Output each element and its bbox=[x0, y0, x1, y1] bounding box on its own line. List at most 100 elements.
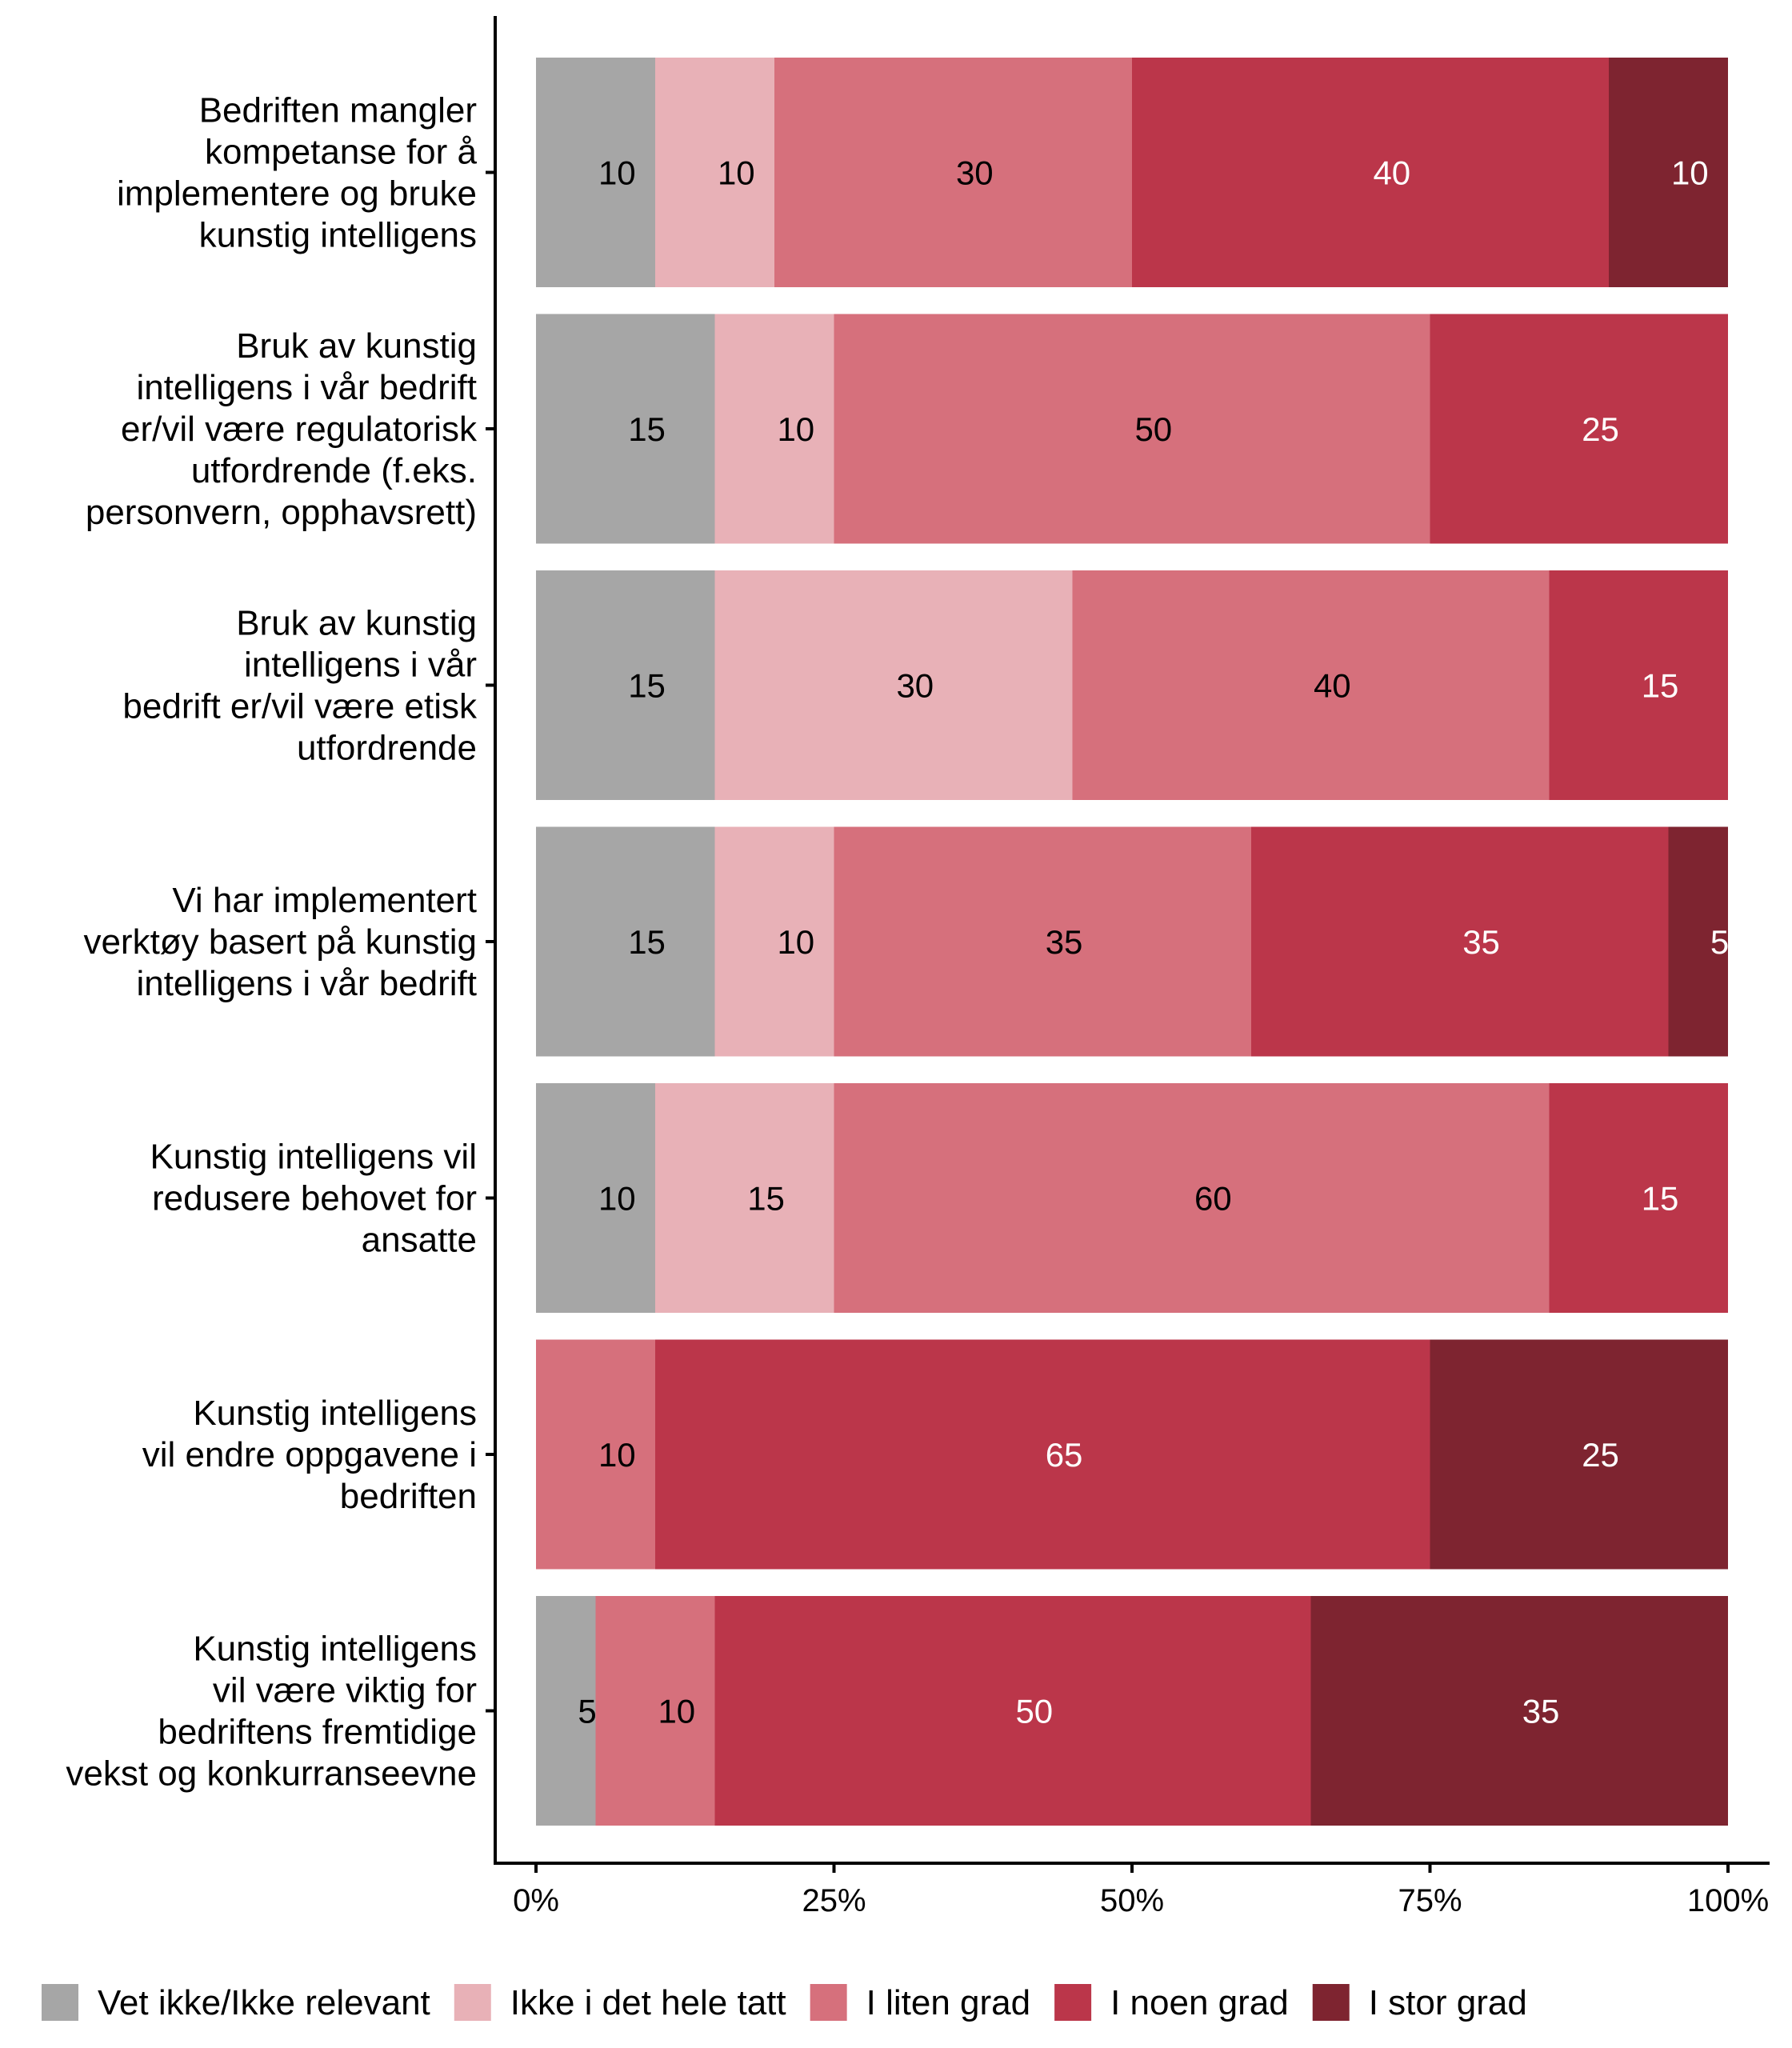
category-label-line: intelligens i vår bbox=[244, 646, 477, 685]
x-tick-label: 75% bbox=[1398, 1883, 1462, 1918]
bar-segment bbox=[1251, 826, 1669, 1057]
bar-segment bbox=[714, 1596, 1311, 1826]
bar-value-label: 65 bbox=[1046, 1436, 1083, 1474]
bar-segment bbox=[714, 570, 1073, 800]
category-label-line: er/vil være regulatorisk bbox=[121, 410, 478, 449]
legend-swatch bbox=[454, 1984, 491, 2021]
bar-segment bbox=[1549, 1083, 1728, 1313]
bar-value-label: 10 bbox=[598, 154, 636, 192]
category-label-line: verktøy basert på kunstig bbox=[83, 922, 477, 962]
category-label-line: implementere og bruke bbox=[117, 174, 477, 214]
bar-row bbox=[536, 1596, 1728, 1826]
bar-segment bbox=[834, 826, 1251, 1057]
category-label-line: Bedriften mangler bbox=[199, 91, 477, 130]
bar-row bbox=[536, 58, 1728, 287]
x-tick-label: 25% bbox=[802, 1883, 866, 1918]
legend-item: I stor grad bbox=[1312, 1983, 1527, 2022]
bar-row bbox=[536, 570, 1728, 800]
bar-value-label: 5 bbox=[578, 1693, 596, 1730]
bar-segment bbox=[1072, 570, 1550, 800]
legend-label: Ikke i det hele tatt bbox=[510, 1983, 786, 2022]
bar-segment bbox=[1310, 1596, 1728, 1826]
bar-value-label: 35 bbox=[1522, 1693, 1560, 1730]
bar-value-label: 10 bbox=[718, 154, 755, 192]
category-label-line: bedriften bbox=[340, 1477, 477, 1516]
bar-value-label: 25 bbox=[1582, 1436, 1619, 1474]
category-label-line: utfordrende bbox=[297, 729, 477, 768]
bar-segment bbox=[536, 314, 715, 544]
bar-segment bbox=[536, 1596, 596, 1826]
category-label: Kunstig intelligens vil redusere behovet … bbox=[150, 1138, 477, 1260]
category-label-line: utfordrende (f.eks. bbox=[191, 451, 477, 490]
bar-value-label: 40 bbox=[1373, 154, 1410, 192]
category-label-line: bedrift er/vil være etisk bbox=[122, 687, 478, 726]
category-label-line: vil endre oppgavene i bbox=[142, 1435, 477, 1474]
bar-segment bbox=[1549, 570, 1728, 800]
legend-label: I noen grad bbox=[1110, 1983, 1289, 2022]
category-label-line: vekst og konkurranseevne bbox=[66, 1754, 477, 1794]
bar-value-label: 10 bbox=[658, 1693, 695, 1730]
bar-value-label: 10 bbox=[598, 1436, 636, 1474]
bar-value-label: 35 bbox=[1046, 923, 1083, 961]
bar-value-label: 50 bbox=[1134, 410, 1172, 448]
category-label: Vi har implementert verktøy basert på kun… bbox=[83, 881, 477, 1003]
category-label-line: vil være viktig for bbox=[213, 1671, 477, 1710]
bar-segment bbox=[655, 1339, 1430, 1570]
bar-segment bbox=[536, 1083, 655, 1313]
bar-value-label: 10 bbox=[777, 923, 814, 961]
bar-value-label: 60 bbox=[1194, 1180, 1232, 1218]
legend-label: Vet ikke/Ikke relevant bbox=[98, 1983, 430, 2022]
bar-segment bbox=[536, 826, 715, 1057]
bar-value-label: 15 bbox=[628, 410, 666, 448]
category-label-line: redusere behovet for bbox=[152, 1179, 477, 1218]
bar-value-label: 15 bbox=[628, 923, 666, 961]
bar-value-label: 35 bbox=[1462, 923, 1500, 961]
bar-segment bbox=[834, 1083, 1550, 1313]
bar-segment bbox=[1132, 58, 1609, 287]
category-label-line: kompetanse for å bbox=[205, 133, 477, 172]
bar-segment bbox=[714, 314, 834, 544]
legend-swatch bbox=[810, 1984, 847, 2021]
bar-segment bbox=[774, 58, 1132, 287]
x-tick-label: 100% bbox=[1687, 1883, 1769, 1918]
bar-row bbox=[536, 314, 1728, 544]
bar-value-label: 40 bbox=[1314, 667, 1351, 705]
bar-value-label: 30 bbox=[896, 667, 934, 705]
category-label-line: bedriftens fremtidige bbox=[158, 1713, 477, 1752]
bar-value-label: 15 bbox=[1642, 1180, 1679, 1218]
bar-value-label: 10 bbox=[1671, 154, 1709, 192]
legend-item: Ikke i det hele tatt bbox=[454, 1983, 786, 2022]
bar-segment bbox=[1430, 314, 1728, 544]
category-label-line: intelligens i vår bedrift bbox=[136, 368, 477, 407]
category-label-line: Bruk av kunstig bbox=[236, 604, 477, 643]
bar-value-label: 15 bbox=[747, 1180, 785, 1218]
category-label-line: ansatte bbox=[362, 1221, 477, 1260]
bar-segment bbox=[714, 826, 834, 1057]
bar-segment bbox=[834, 314, 1430, 544]
category-label-line: kunstig intelligens bbox=[199, 216, 477, 255]
bar-value-label: 10 bbox=[598, 1180, 636, 1218]
legend-swatch bbox=[1312, 1984, 1350, 2021]
bars-layer bbox=[536, 58, 1728, 1826]
bar-segment bbox=[655, 1083, 834, 1313]
legend-item: I liten grad bbox=[810, 1983, 1030, 2022]
bar-value-label: 25 bbox=[1582, 410, 1619, 448]
legend-label: I liten grad bbox=[866, 1983, 1030, 2022]
bar-row bbox=[536, 1339, 1728, 1570]
category-label: Bruk av kunstig intelligens i vår bedrift… bbox=[86, 326, 478, 532]
bar-segment bbox=[595, 1596, 715, 1826]
bar-value-label: 15 bbox=[1642, 667, 1679, 705]
category-label-line: intelligens i vår bedrift bbox=[136, 964, 477, 1003]
bar-segment bbox=[536, 1339, 655, 1570]
legend: Vet ikke/Ikke relevant Ikke i det hele ta… bbox=[42, 1983, 1527, 2022]
bar-labels-layer: 10 10 30 40 10 15 10 50 25 15 30 40 15 15 10 35 35 5 10 15 6… bbox=[578, 154, 1729, 1730]
category-label-line: Bruk av kunstig bbox=[236, 326, 477, 366]
bar-segment bbox=[1668, 826, 1728, 1057]
bar-row bbox=[536, 1083, 1728, 1313]
category-label: Bruk av kunstig intelligens i vår bedrift … bbox=[122, 604, 478, 768]
legend-swatch bbox=[42, 1984, 78, 2021]
bar-segment bbox=[536, 58, 655, 287]
category-label-line: Vi har implementert bbox=[172, 881, 477, 920]
bar-value-label: 15 bbox=[628, 667, 666, 705]
